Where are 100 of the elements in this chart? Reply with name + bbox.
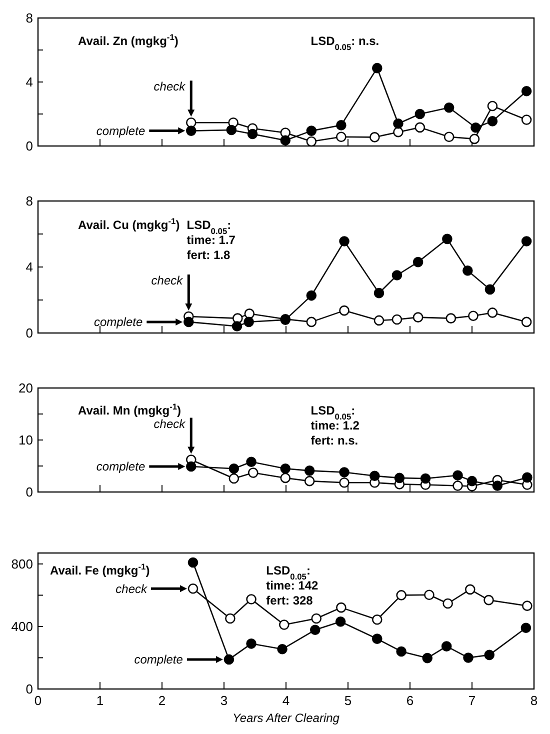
y-tick-label: 0 [26,326,33,341]
point [370,470,380,482]
point [484,594,494,606]
point [522,472,532,483]
point [444,132,454,142]
y-tick-label: 4 [26,260,33,275]
point [374,288,384,298]
point [372,614,382,625]
x-tick-label: 1 [96,693,104,708]
x-tick-label: 3 [220,693,228,708]
point [280,463,291,474]
point [306,290,317,301]
point [370,132,380,142]
point [335,616,346,627]
annotation: fert: n.s. [310,434,358,448]
x-tick-label: 2 [158,693,166,708]
point [468,310,478,321]
point [392,270,402,280]
point [232,321,242,332]
point [336,120,346,130]
point [521,114,532,125]
point [396,646,406,657]
annotation: fert: 1.8 [186,248,230,262]
point [306,126,317,136]
point [306,136,317,147]
y-tick-label: 0 [26,682,33,697]
point [484,284,496,295]
point [372,634,382,644]
point [184,316,194,328]
point [311,613,322,624]
point [224,654,234,665]
y-tick-label: 4 [26,74,33,90]
point [280,135,291,146]
x-tick-label: 7 [468,693,476,708]
y-tick-label: 20 [18,380,33,396]
point [520,622,532,634]
point [339,467,350,478]
point [277,644,288,654]
point [470,122,481,133]
point [188,557,198,568]
legend-label: complete [94,315,143,330]
y-tick-label: 8 [26,194,33,209]
y-tick-label: 10 [18,432,33,448]
point [492,480,503,491]
point [225,613,236,624]
text: Avail. Fe (mgkg$^{-1}$) [50,562,150,578]
text: Avail. Zn (mgkg$^{-1}$) [78,32,178,48]
x-tick-label: 8 [530,693,538,708]
point [487,116,498,126]
point [246,638,256,649]
point [339,236,350,246]
point [414,122,426,133]
text: Avail. Mn (mgkg$^{-1}$) [78,402,182,418]
point [228,473,240,484]
point [188,583,198,594]
point [246,456,256,467]
point [306,316,317,328]
point [339,305,350,316]
point [393,126,404,138]
y-tick-label: 400 [11,619,33,634]
point [186,117,196,128]
x-tick-label: 4 [282,693,290,708]
x-axis-title: Years After Clearing [232,711,340,725]
point [422,652,433,664]
point [372,62,382,74]
point [463,652,474,663]
point [394,472,405,484]
point [280,472,291,484]
text: check [154,416,186,431]
legend-label: complete [96,124,146,138]
point [304,476,315,486]
point [374,315,384,326]
point [487,308,498,318]
point [228,463,240,474]
point [414,108,426,120]
point [442,598,453,609]
point [466,476,478,486]
y-tick-label: 0 [26,484,33,500]
point [336,132,346,142]
point [412,256,424,268]
point [186,126,196,136]
point [441,641,452,652]
legend-label: check [116,582,148,596]
point [464,584,476,595]
y-tick-label: 800 [11,556,33,572]
point [186,461,196,472]
y-tick-label: 0 [26,138,33,154]
point [244,308,255,319]
point [396,590,406,600]
point [246,594,256,604]
point [226,124,237,136]
text: check [154,80,186,94]
point [462,265,473,276]
point [487,100,498,112]
point [446,313,456,324]
legend-label: complete [134,652,184,667]
point [522,600,532,611]
point [339,477,350,488]
point [336,602,346,613]
point [444,102,454,113]
